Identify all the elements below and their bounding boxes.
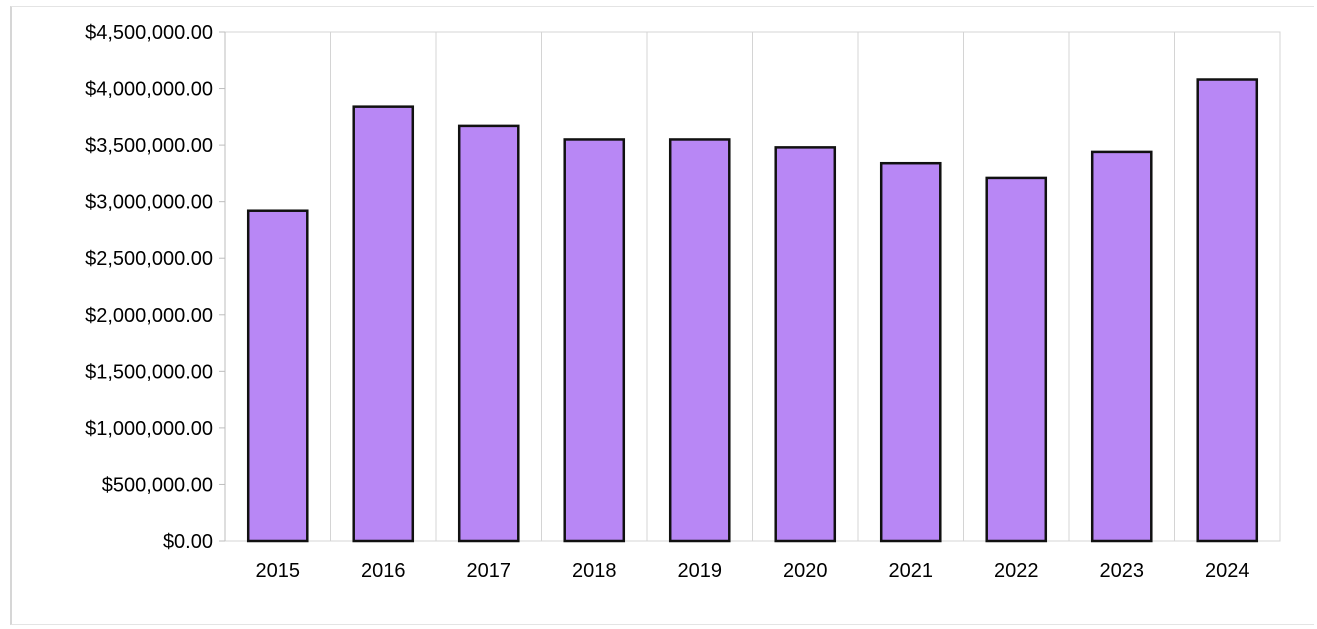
bar-2024 xyxy=(1196,78,1259,543)
y-tick-label: $2,500,000.00 xyxy=(85,248,213,270)
y-tick-label: $4,500,000.00 xyxy=(85,22,213,44)
grid-lines xyxy=(219,31,1281,542)
bar-2018 xyxy=(563,138,626,543)
x-tick-label: 2016 xyxy=(361,560,406,582)
bar-2017 xyxy=(457,124,520,543)
bar-2016 xyxy=(352,105,415,543)
x-tick-label: 2015 xyxy=(256,560,301,582)
x-tick-label: 2023 xyxy=(1100,560,1145,582)
bar-2021 xyxy=(879,161,942,543)
y-tick-label: $3,500,000.00 xyxy=(85,135,213,157)
y-tick-label: $2,000,000.00 xyxy=(85,305,213,327)
bar-2022 xyxy=(985,176,1048,543)
x-tick-label: 2019 xyxy=(678,560,723,582)
y-axis-tick-labels: $0.00 $500,000.00 $1,000,000.00 $1,500,000.… xyxy=(85,22,213,553)
x-tick-label: 2024 xyxy=(1205,560,1250,582)
y-tick-label: $4,000,000.00 xyxy=(85,79,213,101)
x-tick-label: 2022 xyxy=(994,560,1039,582)
y-tick-label: $1,000,000.00 xyxy=(85,418,213,440)
chart-frame xyxy=(10,6,1314,625)
y-tick-label: $3,000,000.00 xyxy=(85,192,213,214)
bar-2015 xyxy=(246,209,309,543)
x-tick-label: 2018 xyxy=(572,560,617,582)
bar-2019 xyxy=(668,138,731,543)
y-tick-label: $0.00 xyxy=(163,531,213,553)
x-tick-label: 2020 xyxy=(783,560,828,582)
y-tick-label: $1,500,000.00 xyxy=(85,361,213,383)
x-axis-tick-labels: 2015 2016 2017 2018 2019 2020 2021 2022 2023 2024 xyxy=(256,560,1250,582)
bars xyxy=(246,78,1259,543)
x-tick-label: 2021 xyxy=(889,560,934,582)
bar-2023 xyxy=(1090,150,1153,543)
y-tick-label: $500,000.00 xyxy=(102,474,213,496)
x-tick-label: 2017 xyxy=(467,560,512,582)
bar-2020 xyxy=(774,146,837,543)
